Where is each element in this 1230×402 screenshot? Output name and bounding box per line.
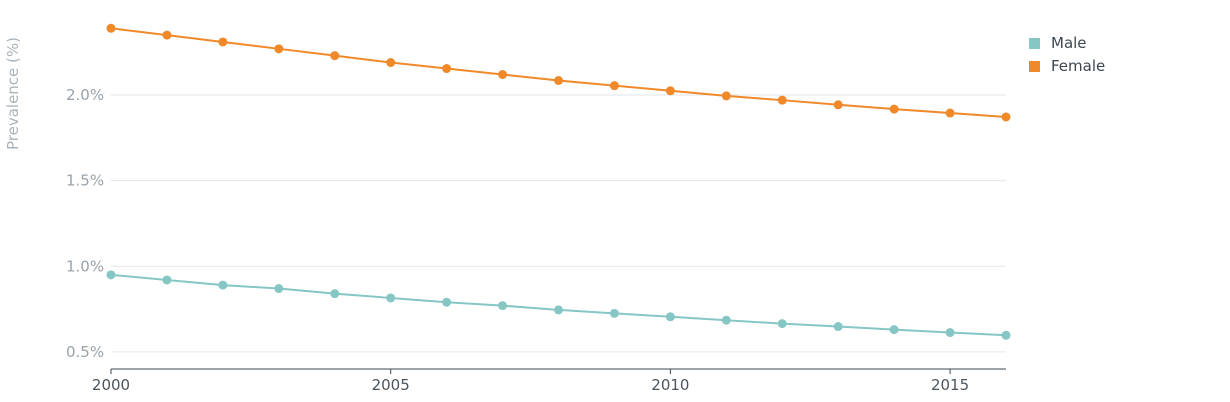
x-tick-label: 2005 bbox=[372, 376, 410, 394]
data-point[interactable] bbox=[833, 100, 843, 110]
data-point[interactable] bbox=[609, 308, 619, 318]
data-point[interactable] bbox=[889, 104, 899, 114]
y-axis-ticks: 0.5% 1.0% 1.5% 2.0% bbox=[66, 86, 104, 361]
y-tick-label: 0.5% bbox=[66, 343, 104, 361]
data-point[interactable] bbox=[945, 328, 955, 338]
data-point[interactable] bbox=[777, 319, 787, 329]
data-point[interactable] bbox=[218, 37, 228, 47]
legend: Male Female bbox=[1029, 34, 1105, 75]
x-tick-label: 2010 bbox=[651, 376, 689, 394]
y-tick-label: 1.5% bbox=[66, 172, 104, 190]
data-point[interactable] bbox=[498, 70, 508, 80]
data-point[interactable] bbox=[554, 305, 563, 315]
series-female bbox=[106, 23, 1011, 122]
series-layer bbox=[106, 23, 1011, 340]
legend-swatch bbox=[1029, 61, 1040, 72]
data-point[interactable] bbox=[386, 293, 396, 303]
x-axis-ticks: 2000 2005 2010 2015 bbox=[92, 369, 969, 394]
x-tick-label: 2000 bbox=[92, 376, 130, 394]
series-line bbox=[110, 27, 1007, 118]
data-point[interactable] bbox=[721, 91, 731, 101]
data-point[interactable] bbox=[1001, 330, 1011, 340]
data-point[interactable] bbox=[330, 51, 340, 61]
data-point[interactable] bbox=[889, 325, 899, 335]
data-point[interactable] bbox=[721, 315, 731, 325]
data-point[interactable] bbox=[665, 312, 675, 322]
series-line bbox=[110, 273, 1007, 337]
data-point[interactable] bbox=[330, 289, 340, 299]
data-point[interactable] bbox=[554, 75, 563, 85]
legend-label: Male bbox=[1051, 34, 1087, 52]
legend-label: Female bbox=[1051, 57, 1105, 75]
y-tick-label: 1.0% bbox=[66, 257, 104, 275]
data-point[interactable] bbox=[945, 108, 955, 118]
legend-swatch bbox=[1029, 38, 1040, 49]
data-point[interactable] bbox=[1001, 112, 1011, 122]
data-point[interactable] bbox=[162, 275, 172, 285]
grid-lines bbox=[111, 94, 1006, 353]
data-point[interactable] bbox=[386, 58, 396, 68]
data-point[interactable] bbox=[274, 284, 284, 294]
data-point[interactable] bbox=[665, 86, 675, 96]
y-axis-title: Prevalence (%) bbox=[4, 37, 22, 150]
data-point[interactable] bbox=[833, 322, 843, 332]
data-point[interactable] bbox=[274, 44, 284, 54]
data-point[interactable] bbox=[218, 280, 228, 290]
y-tick-label: 2.0% bbox=[66, 86, 104, 104]
data-point[interactable] bbox=[609, 81, 619, 91]
x-tick-label: 2015 bbox=[931, 376, 969, 394]
data-point[interactable] bbox=[106, 270, 116, 280]
data-point[interactable] bbox=[442, 297, 452, 307]
data-point[interactable] bbox=[442, 64, 452, 74]
data-point[interactable] bbox=[777, 95, 787, 105]
data-point[interactable] bbox=[498, 301, 508, 311]
series-male bbox=[106, 270, 1011, 340]
data-point[interactable] bbox=[162, 30, 172, 40]
data-point[interactable] bbox=[106, 23, 116, 33]
